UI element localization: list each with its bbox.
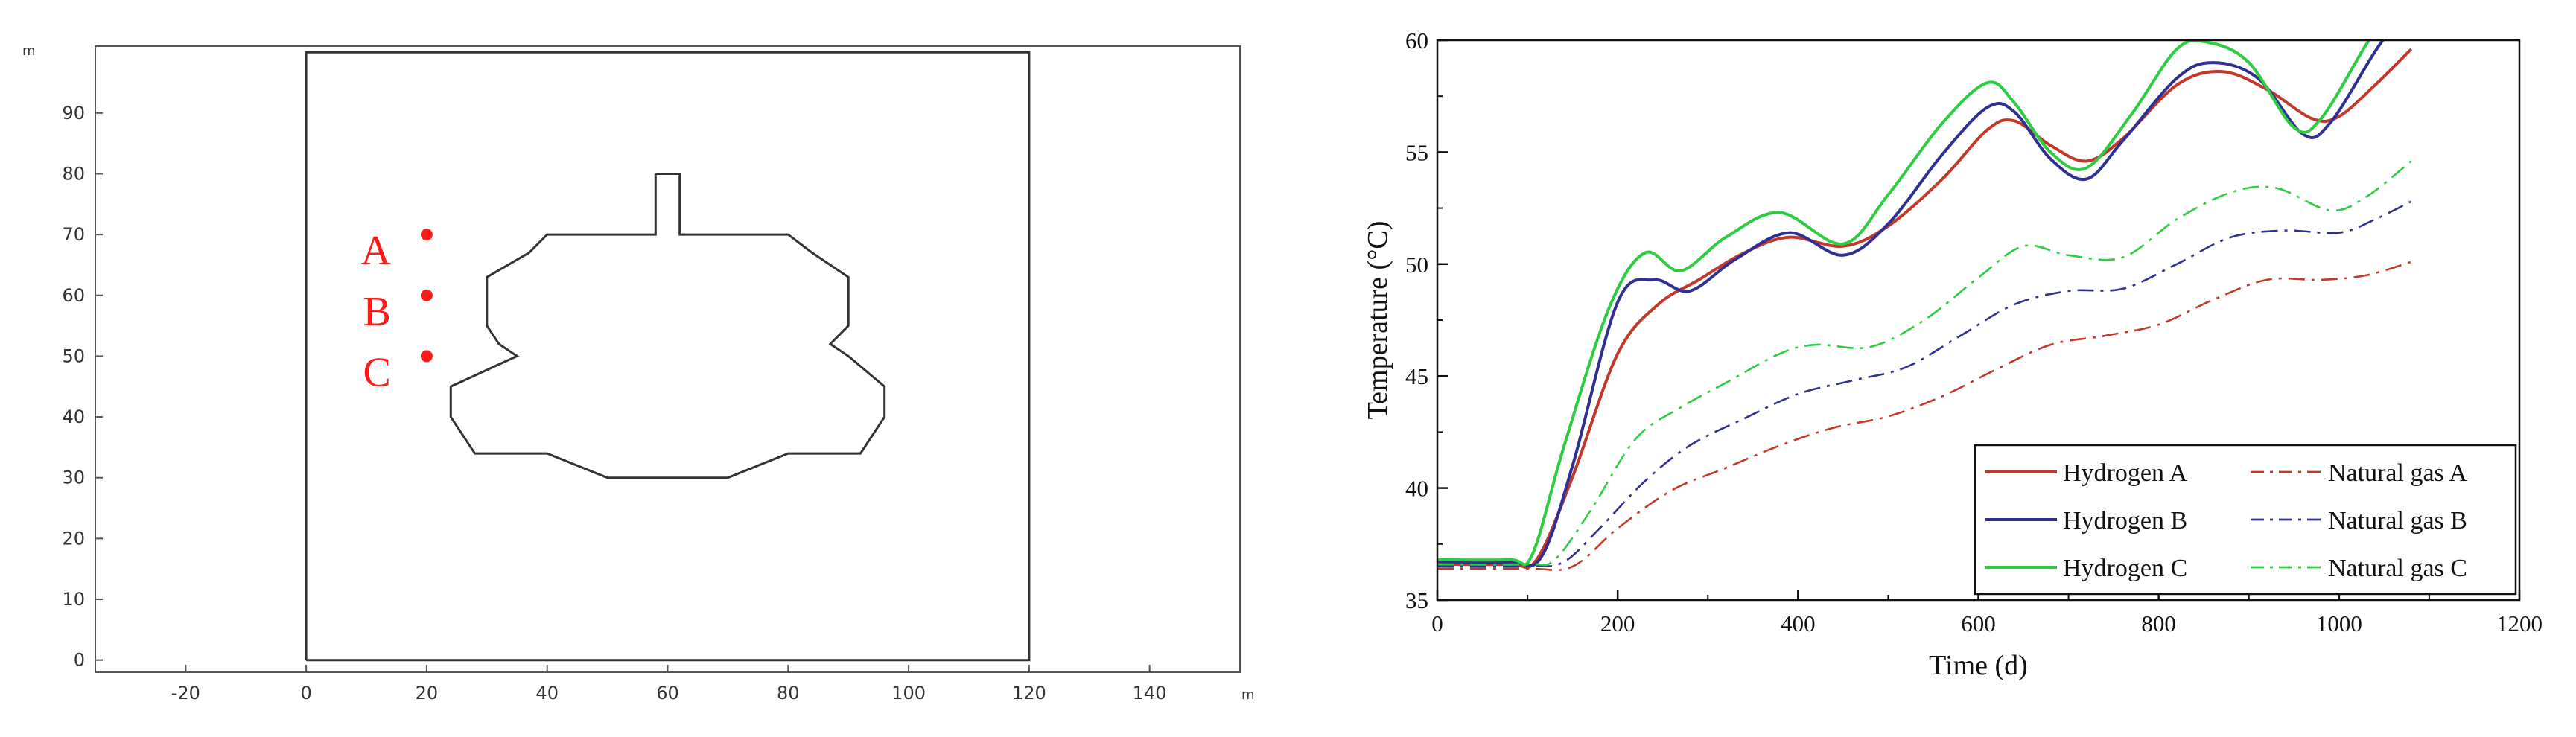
x-tick-label: 200 [1600,610,1635,636]
y-axis-label: Temperature (°C) [1362,221,1393,420]
x-tick-label: 60 [656,683,679,704]
y-tick-label: 45 [1405,363,1428,389]
y-tick-label: 80 [62,163,85,184]
temperature-chart: 0 200 400 600 800 1000 1200 35 40 45 50 55 60 Time … [1362,28,2542,681]
x-tick-label: 120 [1012,683,1046,704]
monitoring-point-label: B [363,289,391,335]
y-tick-label: 60 [1405,28,1428,54]
legend-entry: Natural gas A [2328,459,2467,487]
y-tick-label: 35 [1405,587,1428,613]
monitoring-point-label: A [360,228,391,274]
legend-entry: Natural gas C [2328,555,2467,582]
series-line-hydrogen-b [1437,40,2385,567]
x-tick-label: 600 [1961,610,1996,636]
y-tick-label: 0 [74,650,85,671]
y-tick-label: 40 [62,406,85,427]
monitoring-point-b [420,289,433,302]
temperature-series-lines [1437,40,2413,571]
x-tick-label: 140 [1133,683,1167,704]
legend-entry: Hydrogen B [2063,507,2187,535]
x-tick-label: 800 [2141,610,2176,636]
geometry-plot: -20 0 20 40 60 80 100 120 140 0 10 20 30 40 50 60 70 80 9… [22,43,1255,704]
geometry-y-unit: m [22,43,36,59]
y-tick-label: 55 [1405,139,1428,165]
legend-entry: Natural gas B [2328,507,2467,535]
legend-box [1974,444,2517,596]
x-tick-label: 100 [891,683,926,704]
x-tick-label: 1000 [2316,610,2362,636]
domain-boundary [305,51,1031,662]
y-tick-label: 50 [62,345,85,366]
y-tick-label: 40 [1405,476,1428,502]
series-line-natural-gas-c [1437,160,2412,567]
x-axis-label: Time (d) [1929,650,2028,681]
x-tick-label: 80 [777,683,800,704]
geometry-y-axis: 0 10 20 30 40 50 60 70 80 90 [62,103,103,671]
y-tick-label: 10 [62,589,85,610]
x-tick-label: 20 [416,683,439,704]
y-tick-label: 50 [1405,252,1428,278]
x-tick-label: 0 [300,683,311,704]
x-tick-label: -20 [171,683,200,704]
legend-entry: Hydrogen A [2063,459,2188,487]
x-tick-label: 1200 [2496,610,2542,636]
series-line-natural-gas-b [1437,200,2412,568]
y-tick-label: 60 [62,285,85,306]
monitoring-point-c [420,350,433,363]
x-tick-label: 400 [1781,610,1816,636]
x-tick-label: 0 [1431,610,1443,636]
legend: Hydrogen A Hydrogen B Hydrogen C Natural ga… [1974,444,2517,596]
temperature-y-axis: 35 40 45 50 55 60 [1405,28,1448,613]
y-tick-label: 20 [62,528,85,549]
x-tick-label: 40 [535,683,559,704]
monitoring-point-label: C [363,349,391,395]
y-tick-label: 70 [62,224,85,245]
cavern-outline [449,173,886,479]
series-line-hydrogen-c [1437,40,2371,567]
monitoring-points: ABC [360,228,433,395]
legend-entry: Hydrogen C [2063,555,2187,582]
series-line-natural-gas-a [1437,261,2412,571]
geometry-x-unit: m [1241,687,1255,703]
geometry-x-axis: -20 0 20 40 60 80 100 120 140 [171,665,1167,704]
monitoring-point-a [420,229,433,241]
y-tick-label: 30 [62,468,85,488]
y-tick-label: 90 [62,103,85,124]
